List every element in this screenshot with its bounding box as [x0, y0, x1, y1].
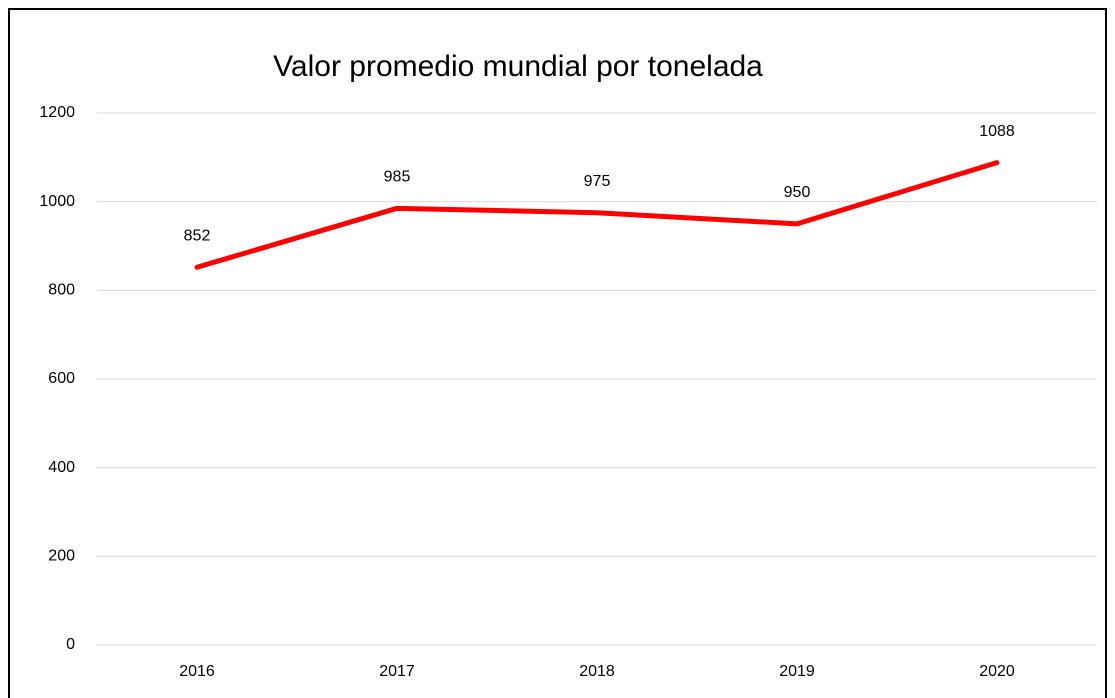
chart-title: Valor promedio mundial por tonelada: [273, 50, 763, 83]
x-tick-label: 2019: [779, 663, 815, 680]
data-label: 1088: [979, 123, 1015, 140]
y-tick-label: 400: [48, 459, 75, 476]
y-tick-label: 800: [48, 282, 75, 299]
chart-frame: [8, 8, 1107, 698]
x-tick-label: 2018: [579, 663, 615, 680]
y-tick-label: 1000: [39, 193, 75, 210]
y-tick-label: 0: [66, 636, 75, 653]
y-tick-label: 200: [48, 548, 75, 565]
data-label: 852: [184, 227, 211, 244]
data-line: [194, 160, 1000, 270]
y-tick-label: 1200: [39, 104, 75, 121]
data-label: 985: [384, 169, 411, 186]
data-label: 950: [784, 184, 811, 201]
y-tick-label: 600: [48, 370, 75, 387]
data-label: 975: [584, 173, 611, 190]
x-tick-label: 2017: [379, 663, 415, 680]
x-tick-label: 2016: [179, 663, 215, 680]
x-tick-label: 2020: [979, 663, 1015, 680]
